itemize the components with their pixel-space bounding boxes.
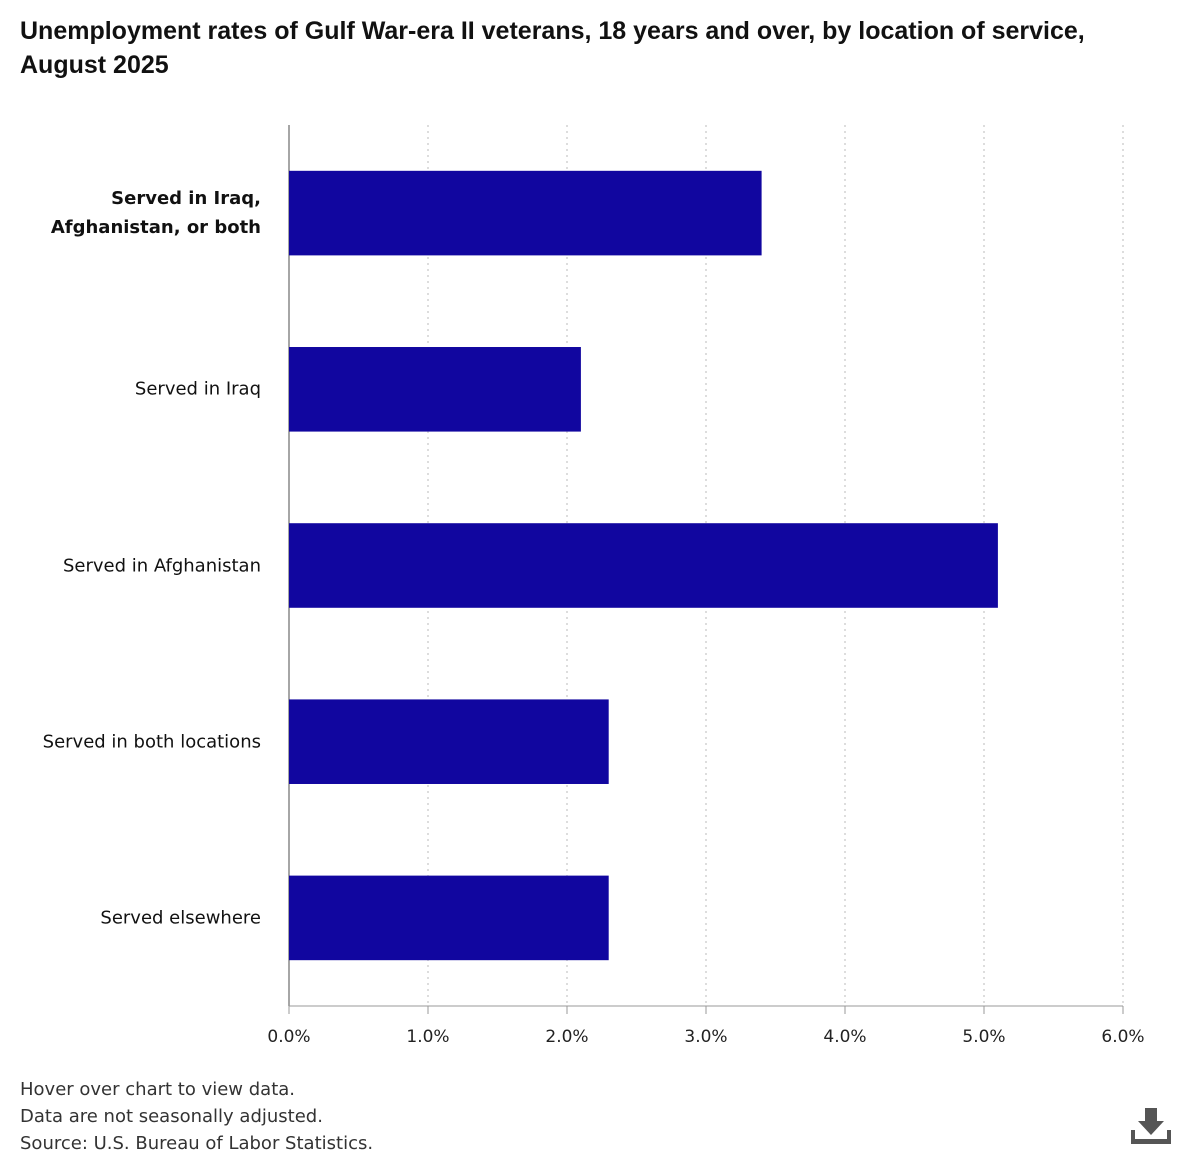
y-tick-label: Served in Afghanistan xyxy=(62,555,261,576)
bar xyxy=(289,699,609,784)
bar xyxy=(289,347,581,432)
x-tick-label: 6.0% xyxy=(1101,1027,1144,1047)
x-tick-label: 3.0% xyxy=(684,1027,727,1047)
bar xyxy=(289,170,762,256)
bar xyxy=(289,875,609,961)
x-tick-label: 2.0% xyxy=(545,1027,588,1047)
y-tick-label: Served in Iraq, Afghanistan, or both xyxy=(50,188,261,239)
note: Source: U.S. Bureau of Labor Statistics. xyxy=(20,1133,374,1154)
x-tick-label: 4.0% xyxy=(823,1027,866,1047)
chart-title: Unemployment rates of Gulf War-era II ve… xyxy=(20,17,1085,79)
note: Data are not seasonally adjusted. xyxy=(20,1106,323,1127)
x-tick-label: 5.0% xyxy=(962,1027,1005,1047)
notes: Hover over chart to view data. Data are n… xyxy=(20,1076,373,1157)
y-tick-label: Served elsewhere xyxy=(100,907,261,929)
bar xyxy=(289,523,998,608)
download-icon[interactable] xyxy=(1131,1108,1171,1144)
y-tick-label: Served in both locations xyxy=(42,731,261,753)
note: Hover over chart to view data. xyxy=(20,1079,296,1100)
x-tick-label: 1.0% xyxy=(406,1027,449,1047)
x-tick-label: 0.0% xyxy=(267,1027,310,1047)
y-tick-label: Served in Iraq xyxy=(134,378,261,400)
